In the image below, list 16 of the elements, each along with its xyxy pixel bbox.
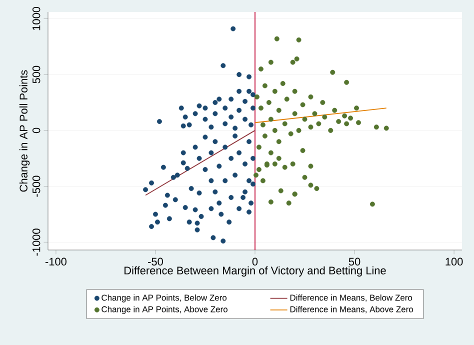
legend-label: Change in AP Points, Below Zero	[102, 294, 227, 302]
x-tick-label: 0	[252, 258, 258, 266]
y-tick-label: 1000	[32, 6, 40, 30]
legend-label: Difference in Means, Above Zero	[290, 306, 413, 314]
y-axis-title: Change in AP Poll Points	[19, 70, 30, 192]
y-tick-label: 0	[32, 128, 40, 134]
y-tick-label: -1000	[32, 228, 40, 256]
legend-label: Difference in Means, Below Zero	[290, 294, 412, 302]
x-tick-label: 100	[446, 258, 463, 266]
y-tick-label: 500	[32, 66, 40, 84]
x-axis-title: Difference Between Margin of Victory and Betting Line	[124, 266, 386, 277]
x-tick-label: -100	[45, 258, 66, 266]
legend-label: Change in AP Points, Above Zero	[102, 306, 228, 314]
x-tick-label: 50	[348, 258, 360, 266]
y-tick-label: -500	[32, 176, 40, 197]
x-tick-label: -50	[148, 258, 163, 266]
